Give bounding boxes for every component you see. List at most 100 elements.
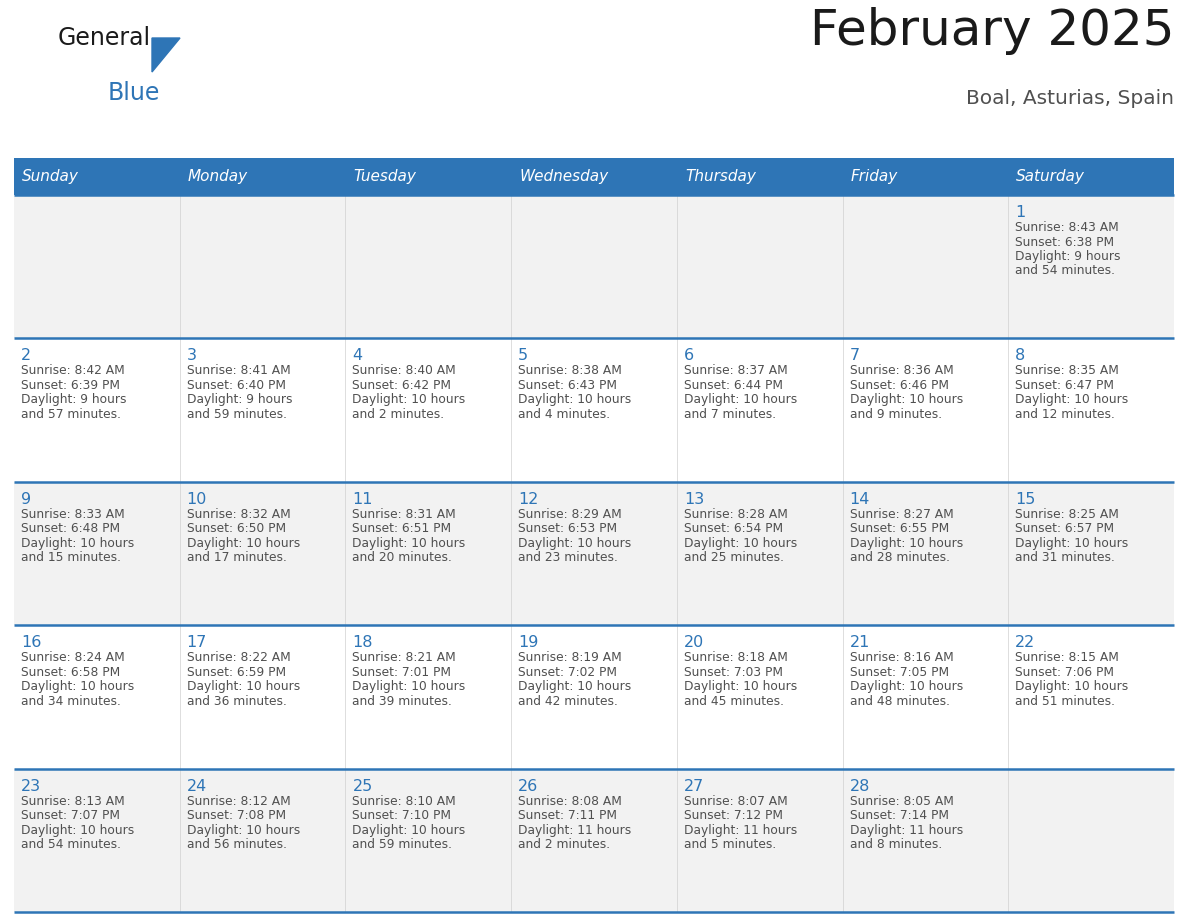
Text: Sunset: 7:02 PM: Sunset: 7:02 PM xyxy=(518,666,617,678)
Text: 17: 17 xyxy=(187,635,207,650)
Bar xyxy=(346,339,511,482)
Text: Daylight: 9 hours: Daylight: 9 hours xyxy=(187,394,292,407)
Text: Daylight: 10 hours: Daylight: 10 hours xyxy=(518,537,631,550)
Bar xyxy=(511,195,677,339)
Text: Saturday: Saturday xyxy=(1016,169,1085,184)
Text: Sunset: 7:08 PM: Sunset: 7:08 PM xyxy=(187,809,286,823)
Text: and 34 minutes.: and 34 minutes. xyxy=(21,695,121,708)
Bar xyxy=(842,158,1009,195)
Text: Daylight: 10 hours: Daylight: 10 hours xyxy=(353,680,466,693)
Text: Sunrise: 8:37 AM: Sunrise: 8:37 AM xyxy=(684,364,788,377)
Text: and 15 minutes.: and 15 minutes. xyxy=(21,552,121,565)
Text: 14: 14 xyxy=(849,492,870,507)
Text: and 39 minutes.: and 39 minutes. xyxy=(353,695,453,708)
Text: Sunset: 6:59 PM: Sunset: 6:59 PM xyxy=(187,666,286,678)
Text: and 59 minutes.: and 59 minutes. xyxy=(187,408,286,420)
Text: Sunrise: 8:15 AM: Sunrise: 8:15 AM xyxy=(1016,651,1119,665)
Bar xyxy=(14,339,179,482)
Text: Daylight: 10 hours: Daylight: 10 hours xyxy=(1016,680,1129,693)
Text: Sunrise: 8:10 AM: Sunrise: 8:10 AM xyxy=(353,795,456,808)
Text: Sunrise: 8:29 AM: Sunrise: 8:29 AM xyxy=(518,508,621,521)
Bar xyxy=(677,158,842,195)
Text: 7: 7 xyxy=(849,349,860,364)
Bar xyxy=(1009,625,1174,768)
Text: and 7 minutes.: and 7 minutes. xyxy=(684,408,776,420)
Text: Blue: Blue xyxy=(108,81,160,105)
Text: Sunrise: 8:21 AM: Sunrise: 8:21 AM xyxy=(353,651,456,665)
Text: Daylight: 10 hours: Daylight: 10 hours xyxy=(1016,394,1129,407)
Text: Thursday: Thursday xyxy=(684,169,756,184)
Bar xyxy=(14,768,179,912)
Text: 12: 12 xyxy=(518,492,538,507)
Bar xyxy=(511,482,677,625)
Text: Sunrise: 8:22 AM: Sunrise: 8:22 AM xyxy=(187,651,290,665)
Text: 9: 9 xyxy=(21,492,31,507)
Text: Daylight: 10 hours: Daylight: 10 hours xyxy=(187,823,299,836)
Text: Sunset: 6:42 PM: Sunset: 6:42 PM xyxy=(353,379,451,392)
Text: Sunset: 6:47 PM: Sunset: 6:47 PM xyxy=(1016,379,1114,392)
Text: 18: 18 xyxy=(353,635,373,650)
Text: Monday: Monday xyxy=(188,169,248,184)
Bar xyxy=(346,195,511,339)
Text: Sunset: 7:10 PM: Sunset: 7:10 PM xyxy=(353,809,451,823)
Text: 13: 13 xyxy=(684,492,704,507)
Text: 10: 10 xyxy=(187,492,207,507)
Text: Sunrise: 8:35 AM: Sunrise: 8:35 AM xyxy=(1016,364,1119,377)
Bar xyxy=(842,768,1009,912)
Bar xyxy=(346,482,511,625)
Bar xyxy=(179,195,346,339)
Bar xyxy=(842,195,1009,339)
Bar xyxy=(677,768,842,912)
Text: Sunset: 6:40 PM: Sunset: 6:40 PM xyxy=(187,379,286,392)
Text: Sunrise: 8:24 AM: Sunrise: 8:24 AM xyxy=(21,651,125,665)
Text: and 23 minutes.: and 23 minutes. xyxy=(518,552,618,565)
Text: Sunrise: 8:42 AM: Sunrise: 8:42 AM xyxy=(21,364,125,377)
Bar xyxy=(179,625,346,768)
Text: Daylight: 10 hours: Daylight: 10 hours xyxy=(849,537,962,550)
Text: General: General xyxy=(58,26,151,50)
Text: 20: 20 xyxy=(684,635,704,650)
Text: Daylight: 10 hours: Daylight: 10 hours xyxy=(21,537,134,550)
Text: and 59 minutes.: and 59 minutes. xyxy=(353,838,453,851)
Text: 11: 11 xyxy=(353,492,373,507)
Text: 5: 5 xyxy=(518,349,529,364)
Text: 24: 24 xyxy=(187,778,207,793)
Text: and 57 minutes.: and 57 minutes. xyxy=(21,408,121,420)
Bar xyxy=(842,339,1009,482)
Bar xyxy=(14,158,179,195)
Bar xyxy=(179,339,346,482)
Text: 25: 25 xyxy=(353,778,373,793)
Bar xyxy=(677,482,842,625)
Bar xyxy=(179,482,346,625)
Text: 21: 21 xyxy=(849,635,870,650)
Text: Sunrise: 8:41 AM: Sunrise: 8:41 AM xyxy=(187,364,290,377)
Text: 28: 28 xyxy=(849,778,870,793)
Text: Daylight: 10 hours: Daylight: 10 hours xyxy=(187,680,299,693)
Text: and 5 minutes.: and 5 minutes. xyxy=(684,838,776,851)
Text: and 2 minutes.: and 2 minutes. xyxy=(353,408,444,420)
Text: 1: 1 xyxy=(1016,205,1025,220)
Text: and 25 minutes.: and 25 minutes. xyxy=(684,552,784,565)
Text: Sunset: 7:14 PM: Sunset: 7:14 PM xyxy=(849,809,948,823)
Text: 4: 4 xyxy=(353,349,362,364)
Bar xyxy=(842,625,1009,768)
Text: and 51 minutes.: and 51 minutes. xyxy=(1016,695,1116,708)
Text: 8: 8 xyxy=(1016,349,1025,364)
Text: Sunset: 6:58 PM: Sunset: 6:58 PM xyxy=(21,666,120,678)
Bar xyxy=(1009,195,1174,339)
Text: and 48 minutes.: and 48 minutes. xyxy=(849,695,949,708)
Text: Sunset: 6:54 PM: Sunset: 6:54 PM xyxy=(684,522,783,535)
Text: Daylight: 10 hours: Daylight: 10 hours xyxy=(21,680,134,693)
Bar xyxy=(1009,339,1174,482)
Text: Sunset: 6:38 PM: Sunset: 6:38 PM xyxy=(1016,236,1114,249)
Text: Sunset: 6:55 PM: Sunset: 6:55 PM xyxy=(849,522,949,535)
Bar xyxy=(842,482,1009,625)
Text: 15: 15 xyxy=(1016,492,1036,507)
Text: Sunset: 6:57 PM: Sunset: 6:57 PM xyxy=(1016,522,1114,535)
Text: Daylight: 10 hours: Daylight: 10 hours xyxy=(1016,537,1129,550)
Text: and 2 minutes.: and 2 minutes. xyxy=(518,838,611,851)
Text: and 8 minutes.: and 8 minutes. xyxy=(849,838,942,851)
Text: Sunset: 6:39 PM: Sunset: 6:39 PM xyxy=(21,379,120,392)
Bar xyxy=(1009,768,1174,912)
Text: 3: 3 xyxy=(187,349,197,364)
